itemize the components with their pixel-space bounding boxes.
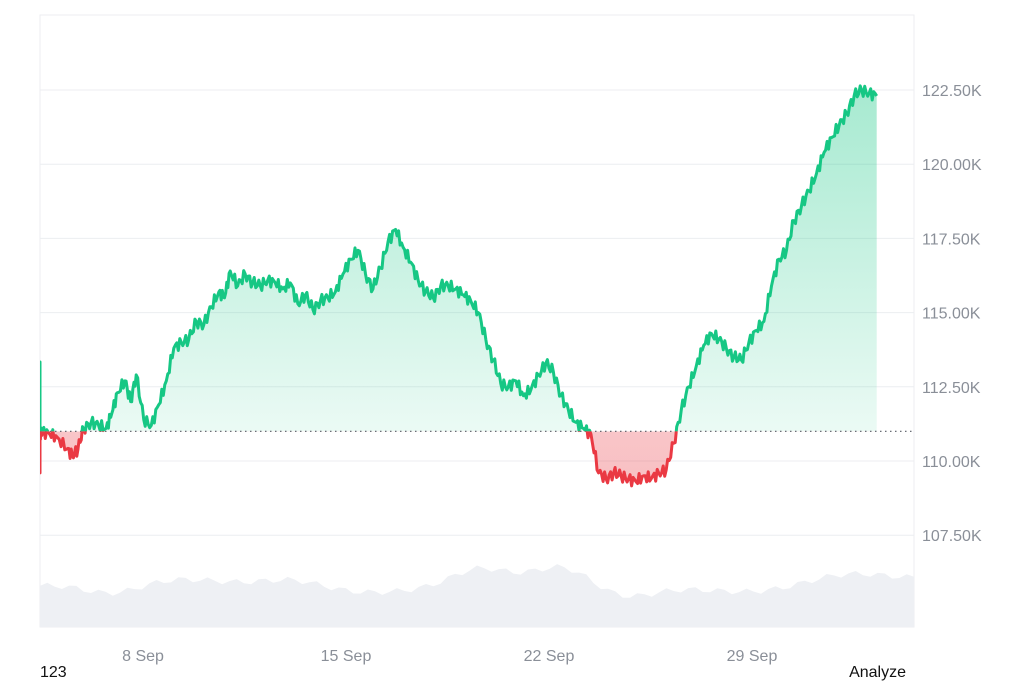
y-tick-label: 107.50K — [922, 528, 982, 545]
volume-area — [40, 564, 914, 627]
x-tick-label: 22 Sep — [524, 648, 575, 665]
x-tick-label: 29 Sep — [727, 648, 778, 665]
y-tick-label: 115.00K — [922, 306, 981, 323]
y-tick-label: 122.50K — [922, 83, 982, 100]
x-tick-label: 15 Sep — [321, 648, 372, 665]
y-tick-label: 120.00K — [922, 157, 982, 174]
loss-area-fill — [40, 431, 677, 486]
price-line-gain — [40, 84, 878, 432]
footer-left-label: 123 — [40, 664, 67, 681]
y-tick-label: 110.00K — [922, 454, 981, 471]
x-axis-labels: 8 Sep 15 Sep 22 Sep 29 Sep — [122, 648, 777, 665]
y-axis-labels: 107.50K 110.00K 112.50K 115.00K 117.50K 120.0… — [922, 83, 982, 545]
y-tick-label: 117.50K — [922, 231, 981, 248]
gain-area-fill — [40, 85, 877, 432]
x-tick-label: 8 Sep — [122, 648, 164, 665]
analyze-link[interactable]: Analyze — [849, 664, 906, 681]
y-tick-label: 112.50K — [922, 380, 981, 397]
